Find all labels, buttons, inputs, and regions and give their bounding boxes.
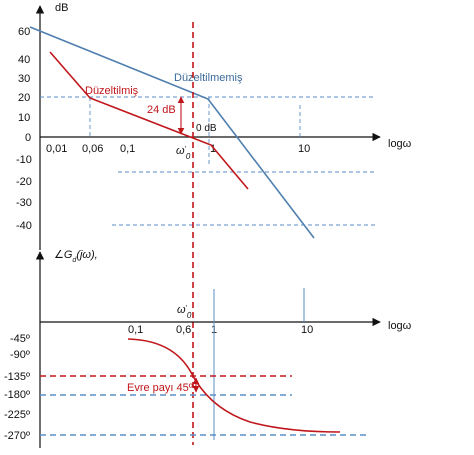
top-y-tick: 20 [18,92,30,104]
uncorrected-magnitude-curve [29,26,315,239]
top-y-axis-label: dB [55,2,68,14]
bottom-y-axis-label: ∠Gd(jω), [54,249,98,264]
bottom-crossover-label: ω′0 [177,304,192,320]
bottom-x-axis-label: logω [388,320,412,332]
top-x-tick: 1 [210,143,216,155]
bottom-y-ticks: -45º -90º -135º -180º -225º -270º [4,333,30,442]
corrected-phase-curve [127,338,341,433]
top-y-tick: -30 [16,197,32,209]
bottom-y-tick: -180º [4,389,30,401]
bottom-x-tick: 0,1 [128,324,143,336]
top-guides [40,96,375,226]
top-x-tick: 0,01 [46,143,67,155]
bottom-y-tick: -90º [10,349,30,361]
top-y-tick: 60 [18,26,30,38]
gain-label: 24 dB [147,104,176,116]
top-y-tick: 0 [25,132,31,144]
top-y-tick: 40 [18,54,30,66]
phase-margin-label: Evre payı 45º [127,382,193,394]
top-x-ticks: 0,01 0,06 0,1 1 10 [46,143,310,155]
zero-db-label: 0 dB [196,123,217,134]
top-y-tick: -40 [16,220,32,232]
bottom-x-tick: 0,6 [176,324,191,336]
uncorrected-label: Düzeltilmemiş [174,72,243,84]
bottom-x-tick: 10 [301,324,313,336]
bottom-y-tick: -45º [10,333,30,345]
top-x-tick: 0,06 [82,143,103,155]
top-y-ticks: 60 40 30 20 10 0 -10 -20 -30 -40 [16,26,32,232]
top-y-tick: 10 [18,112,30,124]
top-y-tick: -10 [16,154,32,166]
top-x-tick: 10 [298,143,310,155]
top-x-tick: 0,1 [120,143,135,155]
top-crossover-label: ω′0 [176,145,191,161]
corrected-magnitude-curve [49,51,249,190]
top-y-tick: 30 [18,73,30,85]
corrected-label: Düzeltilmiş [85,85,139,97]
bottom-x-ticks: 0,1 0,6 1 10 [128,324,313,336]
bottom-y-tick: -270º [4,430,30,442]
bottom-y-tick: -225º [4,409,30,421]
top-y-tick: -20 [16,176,32,188]
bottom-y-tick: -135º [4,371,30,383]
top-x-axis-label: logω [388,138,412,150]
